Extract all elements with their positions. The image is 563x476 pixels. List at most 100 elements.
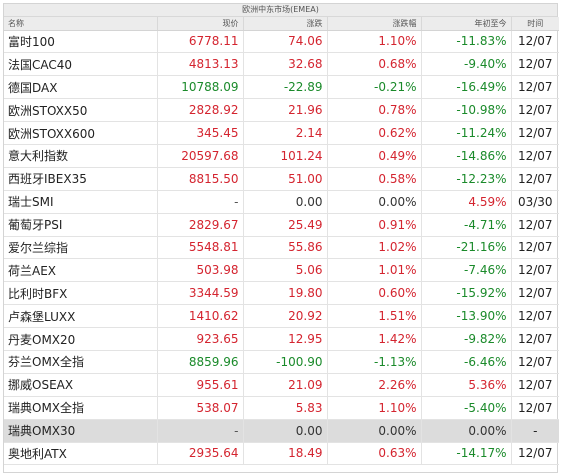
table-row[interactable]: 欧洲STOXX600 345.45 2.14 0.62% -11.24% 12/07 bbox=[4, 121, 559, 145]
index-price: 2935.64 bbox=[157, 442, 244, 466]
index-change: 5.83 bbox=[243, 396, 328, 420]
index-change: 18.49 bbox=[243, 442, 328, 466]
index-time: 12/07 bbox=[511, 52, 559, 77]
index-ytd: -10.98% bbox=[421, 98, 512, 123]
index-time: 12/07 bbox=[511, 75, 559, 100]
index-price: 345.45 bbox=[157, 121, 244, 145]
index-name: 德国DAX bbox=[4, 75, 158, 100]
index-time: 12/07 bbox=[511, 442, 559, 466]
index-name: 奥地利ATX bbox=[4, 442, 158, 466]
index-time: - bbox=[511, 419, 559, 443]
index-ytd: -15.92% bbox=[421, 281, 512, 306]
table-row[interactable]: 挪威OSEAX 955.61 21.09 2.26% 5.36% 12/07 bbox=[4, 373, 559, 397]
index-change: 74.06 bbox=[243, 30, 328, 54]
index-change: 21.96 bbox=[243, 98, 328, 123]
index-name: 富时100 bbox=[4, 30, 158, 54]
index-name: 挪威OSEAX bbox=[4, 373, 158, 397]
index-name: 爱尔兰综指 bbox=[4, 236, 158, 260]
index-change-pct: -0.21% bbox=[327, 75, 422, 100]
table-row[interactable]: 欧洲STOXX50 2828.92 21.96 0.78% -10.98% 12/07 bbox=[4, 98, 559, 123]
index-ytd: -5.40% bbox=[421, 396, 512, 420]
table-row[interactable]: 瑞士SMI -0.00 0.00% 4.59% 03/30 bbox=[4, 190, 559, 214]
index-change-pct: 0.49% bbox=[327, 144, 422, 168]
table-row[interactable]: 芬兰OMX全指 8859.96 -100.90 -1.13% -6.46% 12/07 bbox=[4, 350, 559, 374]
index-ytd: 5.36% bbox=[421, 373, 512, 397]
index-price: 1410.62 bbox=[157, 304, 244, 329]
index-change: 20.92 bbox=[243, 304, 328, 329]
index-time: 12/07 bbox=[511, 98, 559, 123]
index-name: 比利时BFX bbox=[4, 281, 158, 306]
column-header-time[interactable]: 时间 bbox=[511, 17, 559, 31]
index-name: 欧洲STOXX50 bbox=[4, 98, 158, 123]
index-price: 8859.96 bbox=[157, 350, 244, 374]
table-row[interactable]: 瑞典OMX30-0.00 0.00% 0.00% - bbox=[4, 419, 559, 443]
index-price: - bbox=[157, 190, 244, 214]
index-name: 丹麦OMX20 bbox=[4, 327, 158, 351]
index-change: 19.80 bbox=[243, 281, 328, 306]
index-time: 12/07 bbox=[511, 167, 559, 191]
index-name: 芬兰OMX全指 bbox=[4, 350, 158, 374]
index-ytd: -6.46% bbox=[421, 350, 512, 374]
column-header-ytd[interactable]: 年初至今 bbox=[421, 17, 512, 31]
index-change: 21.09 bbox=[243, 373, 328, 397]
index-ytd: -14.86% bbox=[421, 144, 512, 168]
index-price: 5548.81 bbox=[157, 236, 244, 260]
table-row[interactable]: 爱尔兰综指 5548.81 55.86 1.02% -21.16% 12/07 bbox=[4, 236, 559, 260]
index-ytd: -11.24% bbox=[421, 121, 512, 145]
index-change: 0.00 bbox=[243, 419, 328, 443]
column-header-pct[interactable]: 涨跌幅 bbox=[327, 17, 422, 31]
index-name: 法国CAC40 bbox=[4, 52, 158, 77]
index-name: 瑞士SMI bbox=[4, 190, 158, 214]
index-ytd: -11.83% bbox=[421, 30, 512, 54]
table-row[interactable]: 葡萄牙PSI 2829.67 25.49 0.91% -4.71% 12/07 bbox=[4, 213, 559, 237]
column-header-price[interactable]: 现价 bbox=[157, 17, 244, 31]
index-change-pct: 1.01% bbox=[327, 258, 422, 283]
table-row[interactable]: 西班牙IBEX35 8815.50 51.00 0.58% -12.23% 12/07 bbox=[4, 167, 559, 191]
index-ytd: -9.82% bbox=[421, 327, 512, 351]
index-change: 101.24 bbox=[243, 144, 328, 168]
index-change-pct: 0.62% bbox=[327, 121, 422, 145]
table-row[interactable]: 比利时BFX 3344.59 19.80 0.60% -15.92% 12/07 bbox=[4, 281, 559, 306]
table-row[interactable]: 奥地利ATX 2935.64 18.49 0.63% -14.17% 12/07 bbox=[4, 442, 559, 466]
index-ytd: -12.23% bbox=[421, 167, 512, 191]
index-time: 12/07 bbox=[511, 144, 559, 168]
index-change: 2.14 bbox=[243, 121, 328, 145]
index-name: 西班牙IBEX35 bbox=[4, 167, 158, 191]
index-change-pct: 0.91% bbox=[327, 213, 422, 237]
index-price: 923.65 bbox=[157, 327, 244, 351]
index-change-pct: -1.13% bbox=[327, 350, 422, 374]
table-row[interactable]: 富时100 6778.11 74.06 1.10% -11.83% 12/07 bbox=[4, 30, 559, 54]
index-ytd: -7.46% bbox=[421, 258, 512, 283]
index-price: 4813.13 bbox=[157, 52, 244, 77]
index-name: 卢森堡LUXX bbox=[4, 304, 158, 329]
index-name: 荷兰AEX bbox=[4, 258, 158, 283]
table-row[interactable]: 意大利指数 20597.68 101.24 0.49% -14.86% 12/07 bbox=[4, 144, 559, 168]
column-header-name[interactable]: 名称 bbox=[4, 17, 158, 31]
index-name: 瑞典OMX全指 bbox=[4, 396, 158, 420]
index-change-pct: 0.00% bbox=[327, 190, 422, 214]
table-row[interactable]: 德国DAX 10788.09 -22.89 -0.21% -16.49% 12/07 bbox=[4, 75, 559, 100]
table-row[interactable]: 荷兰AEX 503.98 5.06 1.01% -7.46% 12/07 bbox=[4, 258, 559, 283]
index-ytd: 4.59% bbox=[421, 190, 512, 214]
index-change-pct: 0.63% bbox=[327, 442, 422, 466]
index-price: 6778.11 bbox=[157, 30, 244, 54]
market-table: 名称 现价 涨跌 涨跌幅 年初至今 时间 富时100 6778.11 74.06 1.… bbox=[4, 17, 559, 466]
index-price: 2829.67 bbox=[157, 213, 244, 237]
index-name: 欧洲STOXX600 bbox=[4, 121, 158, 145]
index-price: 20597.68 bbox=[157, 144, 244, 168]
index-change: 32.68 bbox=[243, 52, 328, 77]
column-header-change[interactable]: 涨跌 bbox=[243, 17, 328, 31]
index-time: 12/07 bbox=[511, 304, 559, 329]
table-row[interactable]: 瑞典OMX全指 538.07 5.83 1.10% -5.40% 12/07 bbox=[4, 396, 559, 420]
table-row[interactable]: 丹麦OMX20 923.65 12.95 1.42% -9.82% 12/07 bbox=[4, 327, 559, 351]
index-change-pct: 1.02% bbox=[327, 236, 422, 260]
index-change-pct: 1.10% bbox=[327, 396, 422, 420]
index-time: 12/07 bbox=[511, 236, 559, 260]
index-change: -22.89 bbox=[243, 75, 328, 100]
table-row[interactable]: 法国CAC40 4813.13 32.68 0.68% -9.40% 12/07 bbox=[4, 52, 559, 77]
table-row[interactable]: 卢森堡LUXX 1410.62 20.92 1.51% -13.90% 12/07 bbox=[4, 304, 559, 329]
index-change-pct: 1.42% bbox=[327, 327, 422, 351]
index-ytd: -14.17% bbox=[421, 442, 512, 466]
index-price: 8815.50 bbox=[157, 167, 244, 191]
index-price: - bbox=[157, 419, 244, 443]
